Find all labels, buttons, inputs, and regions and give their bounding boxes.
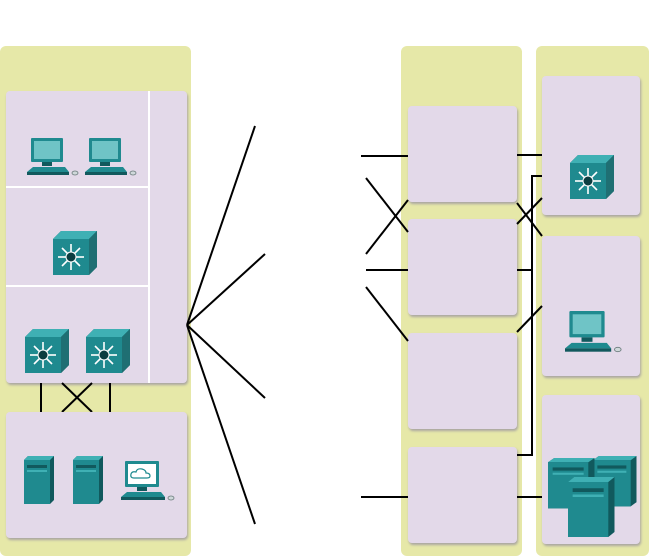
middle-box-1 <box>408 106 517 202</box>
server-icon <box>73 456 103 504</box>
multilayer-switch-icon <box>85 328 131 374</box>
right-box-2 <box>542 236 640 376</box>
core-to-server-links <box>40 382 111 413</box>
multilayer-switch-icon <box>24 328 70 374</box>
middle-input-lines <box>361 155 409 498</box>
middle-boxes <box>408 106 517 543</box>
middle-box-4 <box>408 447 517 543</box>
middle-box-3 <box>408 333 517 429</box>
middle-box-2 <box>408 219 517 315</box>
multilayer-switch-icon <box>52 230 98 276</box>
multilayer-switch-icon <box>569 154 615 200</box>
server-icon <box>24 456 54 504</box>
middle-to-right-links <box>516 154 543 498</box>
right-box-1 <box>542 76 640 215</box>
fan-out-lines <box>186 125 266 525</box>
